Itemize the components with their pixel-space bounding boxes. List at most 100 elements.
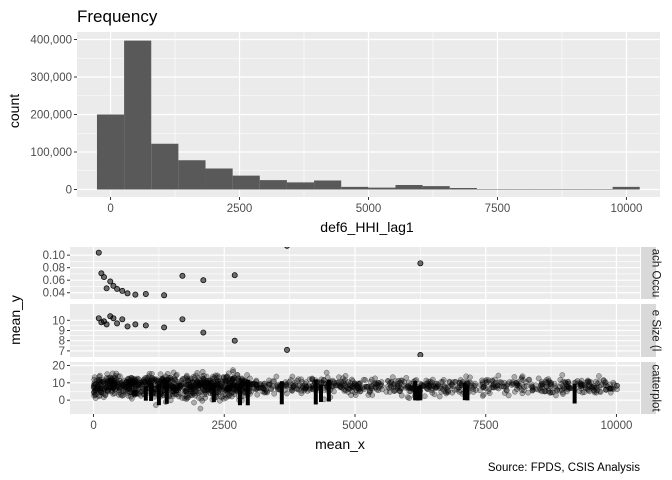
scatter-point: [197, 405, 204, 412]
histogram-bar: [205, 168, 233, 190]
scatter-point: [549, 389, 555, 396]
scatter-x-tick-label: 10000: [600, 420, 632, 432]
scatter-point: [578, 385, 584, 392]
scatter-y-tick-label: 0.10: [43, 250, 65, 262]
scatter-point: [191, 399, 197, 406]
scatter-points: [95, 247, 424, 299]
scatter-point: [560, 389, 566, 396]
scatter-point: [284, 346, 290, 353]
histogram-bar: [585, 189, 613, 190]
scatter-point: [136, 387, 142, 393]
scatter-point: [200, 377, 207, 384]
scatter-points: [95, 313, 424, 357]
scatter-point: [161, 324, 168, 331]
scatter-point: [231, 337, 238, 344]
scatter-point: [479, 393, 486, 399]
scatter-point: [187, 388, 194, 395]
scatter-point: [254, 391, 261, 398]
scatter-point: [558, 380, 564, 387]
scatter-y-axis-label: mean_y: [7, 295, 23, 345]
scatter-point: [107, 378, 114, 385]
scatter-point: [338, 381, 345, 388]
histogram-x-axis-label: def6_HHI_lag1: [320, 219, 414, 235]
scatter-point: [295, 376, 302, 383]
scatter-point: [228, 376, 235, 383]
scatter-point: [114, 320, 121, 327]
scatter-point: [291, 380, 298, 386]
scatter-point: [538, 382, 544, 389]
scatter-point: [134, 375, 141, 382]
scatter-point: [110, 380, 117, 387]
scatter-point: [131, 391, 138, 398]
scatter-point: [591, 389, 598, 396]
scatter-point: [355, 387, 362, 393]
scatter-point: [146, 370, 153, 377]
scatter-point: [138, 381, 145, 387]
scatter-point: [128, 395, 135, 402]
scatter-point: [543, 380, 550, 387]
scatter-point: [472, 380, 479, 387]
scatter-facet: 0 10 20 catterplot: [52, 360, 662, 414]
scatter-point: [103, 285, 110, 292]
scatter-point: [360, 376, 367, 383]
source-caption: Source: FPDS, CSIS Analysis: [488, 462, 640, 474]
scatter-point: [103, 321, 110, 328]
histogram-bar: [259, 180, 287, 190]
scatter-point: [201, 391, 208, 397]
scatter-point: [318, 376, 325, 383]
scatter-y-tick-label: 0.04: [43, 288, 66, 300]
scatter-point: [157, 371, 164, 378]
scatter-point: [528, 381, 535, 388]
scatter-point: [176, 381, 183, 387]
scatter-x-tick-label: 2500: [211, 420, 237, 432]
scatter-x-axis-label: mean_x: [315, 436, 365, 452]
scatter-point: [519, 373, 526, 380]
scatter-point: [182, 387, 189, 394]
scatter-point: [274, 383, 281, 390]
scatter-point: [385, 378, 392, 385]
scatter-point: [596, 379, 603, 385]
scatter-point: [119, 382, 126, 389]
scatter-y-tick-label: 8: [59, 336, 65, 348]
scatter-point: [485, 388, 492, 395]
scatter-point: [574, 378, 581, 384]
scatter-point: [362, 377, 369, 383]
scatter-point: [379, 386, 385, 393]
scatter-point: [230, 367, 236, 373]
facet-strip: [641, 304, 656, 357]
scatter-point: [161, 292, 168, 299]
histogram-bar: [314, 180, 342, 190]
scatter-point: [374, 381, 381, 388]
histogram-x-tick-label: 0: [107, 203, 113, 215]
scatter-point: [199, 368, 206, 375]
scatter-point: [607, 381, 613, 388]
scatter-point: [445, 384, 451, 391]
scatter-point: [351, 384, 358, 391]
scatter-point: [239, 377, 245, 384]
scatter-point: [585, 387, 592, 393]
histogram-y-tick-label: 300,000: [30, 72, 72, 84]
scatter-point: [374, 386, 380, 393]
scatter-point: [333, 379, 340, 386]
scatter-points: [90, 367, 621, 412]
scatter-point: [483, 376, 490, 383]
scatter-point: [260, 385, 266, 391]
scatter-point: [284, 390, 290, 397]
scatter-point: [218, 380, 225, 387]
scatter-point: [112, 373, 119, 380]
scatter-point: [514, 386, 520, 393]
scatter-point: [434, 383, 441, 390]
scatter-point: [95, 249, 102, 256]
scatter-point: [222, 374, 229, 381]
scatter-point: [228, 393, 235, 400]
scatter-point: [179, 316, 186, 323]
scatter-point: [208, 380, 215, 386]
scatter-point: [179, 272, 186, 279]
scatter-point: [427, 378, 434, 385]
histogram-bar: [504, 189, 532, 190]
scatter-point: [253, 381, 260, 388]
scatter-point: [480, 384, 486, 391]
scatter-x-tick-label: 5000: [342, 420, 368, 432]
scatter-point: [445, 389, 451, 396]
scatter-point: [603, 386, 609, 393]
